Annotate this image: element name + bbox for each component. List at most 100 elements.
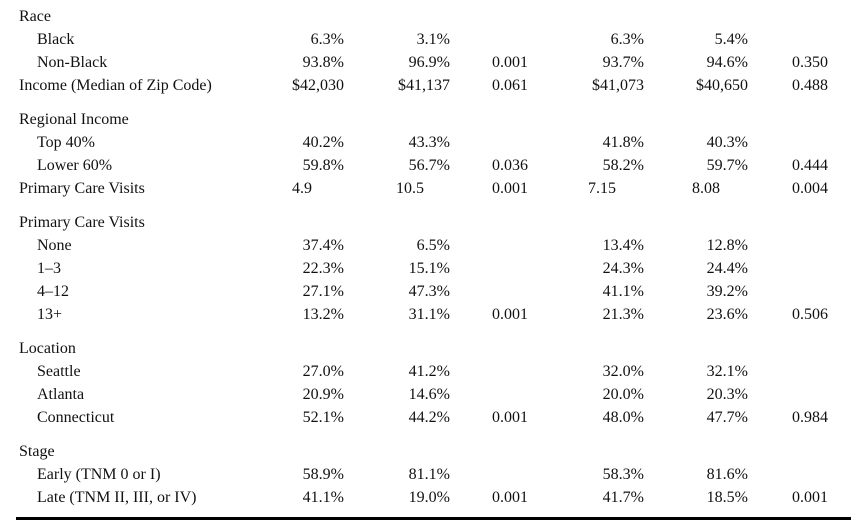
row-label: Primary Care Visits — [19, 214, 145, 231]
table-cell: 3.1% — [416, 31, 450, 48]
table-cell: 0.984 — [792, 409, 828, 426]
table-cell: 6.3% — [610, 31, 644, 48]
table-cell: 31.1% — [408, 306, 450, 323]
table-cell: 22.3% — [302, 260, 344, 277]
table-cell: 41.8% — [602, 134, 644, 151]
table-cell: 7.15 — [588, 180, 616, 197]
table-cell: 0.001 — [492, 489, 528, 506]
table-row: Seattle 27.0% 41.2% 32.0% 32.1% — [0, 361, 868, 383]
table-cell: 0.350 — [792, 54, 828, 71]
table-cell: 0.036 — [492, 157, 528, 174]
row-sublabel: Seattle — [37, 363, 81, 380]
table-cell: 13.4% — [602, 237, 644, 254]
table-cell: 6.5% — [416, 237, 450, 254]
table-row: None 37.4% 6.5% 13.4% 12.8% — [0, 235, 868, 257]
table-cell: $41,137 — [398, 77, 450, 94]
table-cell: 93.8% — [302, 54, 344, 71]
table-row: Late (TNM II, III, or IV) 41.1% 19.0% 0.001… — [0, 487, 868, 509]
table-bottom-rule — [16, 517, 851, 520]
table-cell: 37.4% — [302, 237, 344, 254]
table-cell: 12.8% — [706, 237, 748, 254]
table-cell: 5.4% — [714, 31, 748, 48]
table-cell: 20.9% — [302, 386, 344, 403]
table-cell: $40,650 — [696, 77, 748, 94]
table-row: 4–12 27.1% 47.3% 41.1% 39.2% — [0, 281, 868, 303]
table-cell: 41.2% — [408, 363, 450, 380]
table-cell: 58.2% — [602, 157, 644, 174]
table-cell: 47.7% — [706, 409, 748, 426]
table-row: Top 40% 40.2% 43.3% 41.8% 40.3% — [0, 132, 868, 154]
row-label: Stage — [19, 443, 55, 460]
table-cell: 0.001 — [492, 306, 528, 323]
table-cell: 52.1% — [302, 409, 344, 426]
table-cell: 47.3% — [408, 283, 450, 300]
table-row: Income (Median of Zip Code) $42,030 $41,13… — [0, 75, 868, 97]
table-cell: 39.2% — [706, 283, 748, 300]
row-sublabel: 4–12 — [37, 283, 69, 300]
table-cell: 40.2% — [302, 134, 344, 151]
table-row: Black 6.3% 3.1% 6.3% 5.4% — [0, 29, 868, 51]
row-sublabel: Late (TNM II, III, or IV) — [37, 489, 197, 506]
row-sublabel: Black — [37, 31, 75, 48]
row-sublabel: Top 40% — [37, 134, 95, 151]
table-cell: 41.1% — [302, 489, 344, 506]
table-row: Stage — [0, 441, 868, 463]
table-cell: 0.444 — [792, 157, 828, 174]
table-cell: 0.488 — [792, 77, 828, 94]
table-row: 13+ 13.2% 31.1% 0.001 21.3% 23.6% 0.506 — [0, 304, 868, 326]
table-cell: $42,030 — [292, 77, 344, 94]
table-cell: 20.0% — [602, 386, 644, 403]
row-sublabel: Atlanta — [37, 386, 85, 403]
table-row: Non-Black 93.8% 96.9% 0.001 93.7% 94.6% 0.350 — [0, 52, 868, 74]
table-row: Location — [0, 338, 868, 360]
table-row: Regional Income — [0, 109, 868, 131]
row-label: Primary Care Visits — [19, 180, 145, 197]
table-cell: 96.9% — [408, 54, 450, 71]
table-cell: 18.5% — [706, 489, 748, 506]
table-cell: 21.3% — [602, 306, 644, 323]
table-cell: 81.6% — [706, 466, 748, 483]
table-cell: 24.3% — [602, 260, 644, 277]
table-cell: 8.08 — [692, 180, 720, 197]
table-cell: 58.9% — [302, 466, 344, 483]
table-cell: 24.4% — [706, 260, 748, 277]
table-cell: 20.3% — [706, 386, 748, 403]
table-cell: 27.0% — [302, 363, 344, 380]
table-cell: 32.1% — [706, 363, 748, 380]
table-row: Primary Care Visits — [0, 212, 868, 234]
table-cell: 0.061 — [492, 77, 528, 94]
table-row: Early (TNM 0 or I) 58.9% 81.1% 58.3% 81.6% — [0, 464, 868, 486]
table-cell: 0.001 — [492, 409, 528, 426]
table-cell: 19.0% — [408, 489, 450, 506]
row-label: Income (Median of Zip Code) — [19, 77, 212, 94]
table-cell: 94.6% — [706, 54, 748, 71]
table-cell: 4.9 — [292, 180, 312, 197]
table-cell: 23.6% — [706, 306, 748, 323]
row-label: Race — [19, 8, 51, 25]
row-sublabel: Connecticut — [37, 409, 115, 426]
table-cell: $41,073 — [592, 77, 644, 94]
table-row: Connecticut 52.1% 44.2% 0.001 48.0% 47.7% 0.98… — [0, 407, 868, 429]
table-row: Lower 60% 59.8% 56.7% 0.036 58.2% 59.7% 0.444 — [0, 155, 868, 177]
table-cell: 56.7% — [408, 157, 450, 174]
row-label: Location — [19, 340, 76, 357]
table-cell: 14.6% — [408, 386, 450, 403]
row-sublabel: 13+ — [37, 306, 63, 323]
row-label: Regional Income — [19, 111, 129, 128]
row-sublabel: Early (TNM 0 or I) — [37, 466, 161, 483]
table-cell: 0.506 — [792, 306, 828, 323]
table-row: 1–3 22.3% 15.1% 24.3% 24.4% — [0, 258, 868, 280]
table-cell: 81.1% — [408, 466, 450, 483]
table-cell: 58.3% — [602, 466, 644, 483]
table-row: Atlanta 20.9% 14.6% 20.0% 20.3% — [0, 384, 868, 406]
table-cell: 13.2% — [302, 306, 344, 323]
row-sublabel: Lower 60% — [37, 157, 113, 174]
table-cell: 40.3% — [706, 134, 748, 151]
table-cell: 93.7% — [602, 54, 644, 71]
table-cell: 48.0% — [602, 409, 644, 426]
table-cell: 27.1% — [302, 283, 344, 300]
table-cell: 6.3% — [310, 31, 344, 48]
table-row: Primary Care Visits 4.9 10.5 0.001 7.15 8.08 0… — [0, 178, 868, 200]
table-cell: 59.7% — [706, 157, 748, 174]
table-cell: 32.0% — [602, 363, 644, 380]
